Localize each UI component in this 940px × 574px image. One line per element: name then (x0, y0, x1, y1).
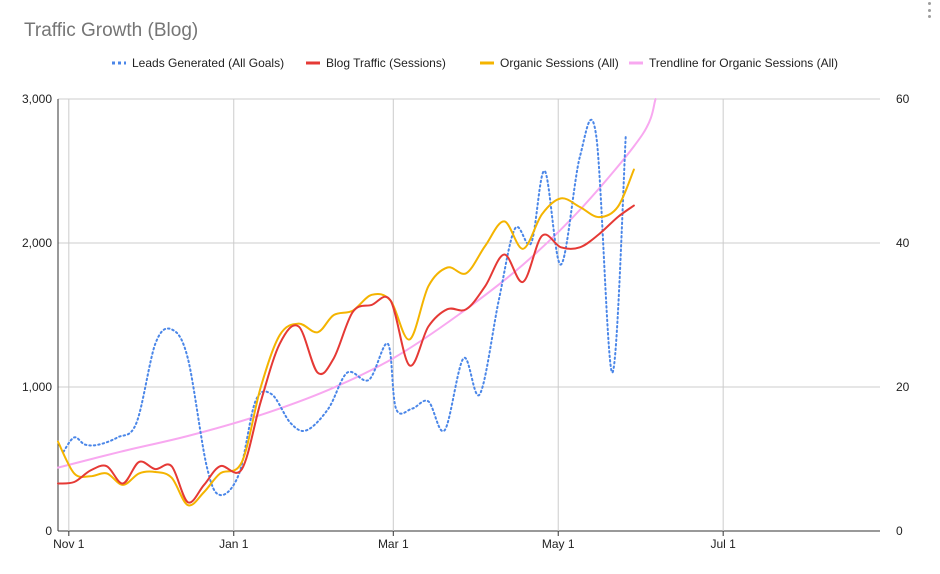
chart-title: Traffic Growth (Blog) (24, 20, 199, 41)
y-tick-label: 1,000 (22, 380, 52, 394)
series-line-3 (57, 98, 657, 469)
x-tick-label: Nov 1 (53, 537, 85, 551)
x-tick-label: Mar 1 (378, 537, 409, 551)
y2-tick-label: 40 (896, 236, 910, 250)
legend-label: Blog Traffic (Sessions) (326, 56, 446, 70)
legend-label: Organic Sessions (All) (500, 56, 619, 70)
x-tick-label: Jul 1 (710, 537, 736, 551)
y2-tick-label: 20 (896, 380, 910, 394)
x-tick-label: May 1 (542, 537, 575, 551)
x-tick-label: Jan 1 (219, 537, 249, 551)
y2-tick-label: 0 (896, 524, 903, 538)
y-tick-label: 3,000 (22, 92, 52, 106)
series-line-2 (57, 168, 635, 507)
y-tick-label: 0 (45, 524, 52, 538)
series-line-1 (57, 204, 635, 504)
legend-label: Leads Generated (All Goals) (132, 56, 284, 70)
y-tick-label: 2,000 (22, 236, 52, 250)
more-vert-icon[interactable] (926, 2, 932, 18)
series-line-0 (62, 118, 627, 497)
legend-label: Trendline for Organic Sessions (All) (649, 56, 838, 70)
y2-tick-label: 60 (896, 92, 910, 106)
